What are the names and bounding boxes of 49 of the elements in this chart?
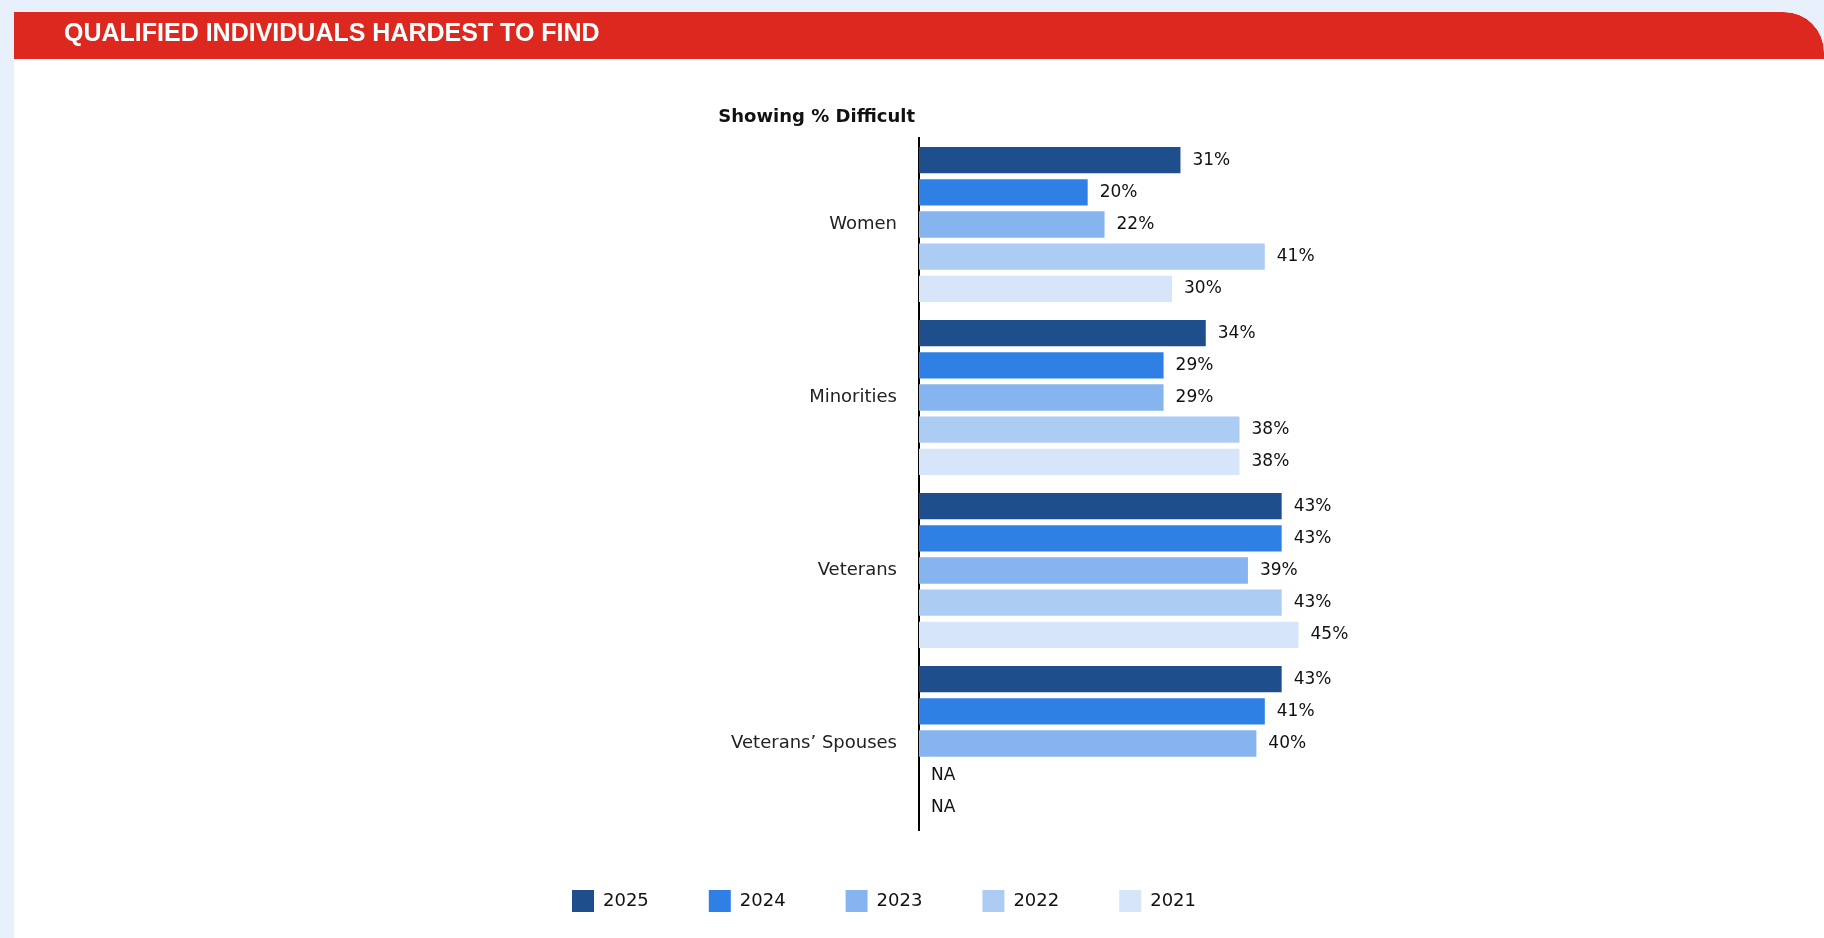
data-label: 43% — [1293, 667, 1332, 688]
y-tick-label: Women — [829, 212, 897, 234]
chart-subtitle: Showing % Difficult — [717, 105, 916, 126]
data-label: 39% — [1259, 558, 1298, 579]
bar — [919, 211, 1105, 238]
data-label: 43% — [1293, 526, 1332, 547]
bar — [919, 557, 1248, 584]
bar — [919, 448, 1240, 476]
bar — [919, 730, 1257, 757]
legend-label: 2025 — [602, 888, 649, 910]
data-label: 29% — [1175, 385, 1214, 406]
legend-label: 2023 — [876, 888, 923, 910]
text: NA — [931, 764, 956, 785]
text: NA — [931, 796, 956, 817]
bar — [919, 319, 1206, 347]
data-label: 38% — [1251, 418, 1290, 439]
bar — [919, 492, 1282, 520]
data-label: 34% — [1217, 321, 1256, 342]
bar — [919, 243, 1265, 270]
bar — [919, 525, 1282, 552]
bar — [919, 179, 1088, 206]
data-label: 29% — [1175, 353, 1214, 374]
bar — [919, 698, 1265, 725]
data-label: 41% — [1276, 699, 1315, 720]
data-label: 22% — [1116, 212, 1155, 233]
bar — [919, 275, 1173, 303]
data-label: 20% — [1099, 180, 1138, 201]
bar — [919, 146, 1181, 174]
legend-label: 2022 — [1013, 888, 1060, 910]
legend-label: 2024 — [739, 888, 786, 910]
data-label: 41% — [1276, 245, 1315, 266]
data-label: 43% — [1293, 494, 1332, 515]
data-label: 30% — [1184, 277, 1222, 298]
bar — [919, 352, 1164, 379]
y-tick-label: Minorities — [809, 385, 897, 407]
y-tick-label: Veterans’ Spouses — [731, 731, 897, 753]
bar — [919, 589, 1282, 616]
data-label: 43% — [1293, 591, 1332, 612]
text: QUALIFIED INDIVIDUALS HARDEST TO FIND — [14, 12, 1824, 59]
data-label: 45% — [1310, 623, 1349, 644]
bar — [919, 384, 1164, 411]
bar — [919, 621, 1299, 649]
bar — [919, 665, 1282, 693]
bar — [919, 416, 1240, 443]
data-label: 40% — [1268, 731, 1307, 752]
y-tick-label: Veterans — [817, 558, 897, 580]
data-label: 38% — [1251, 450, 1290, 471]
legend-label: 2021 — [1150, 888, 1197, 910]
data-label: 31% — [1192, 148, 1231, 169]
